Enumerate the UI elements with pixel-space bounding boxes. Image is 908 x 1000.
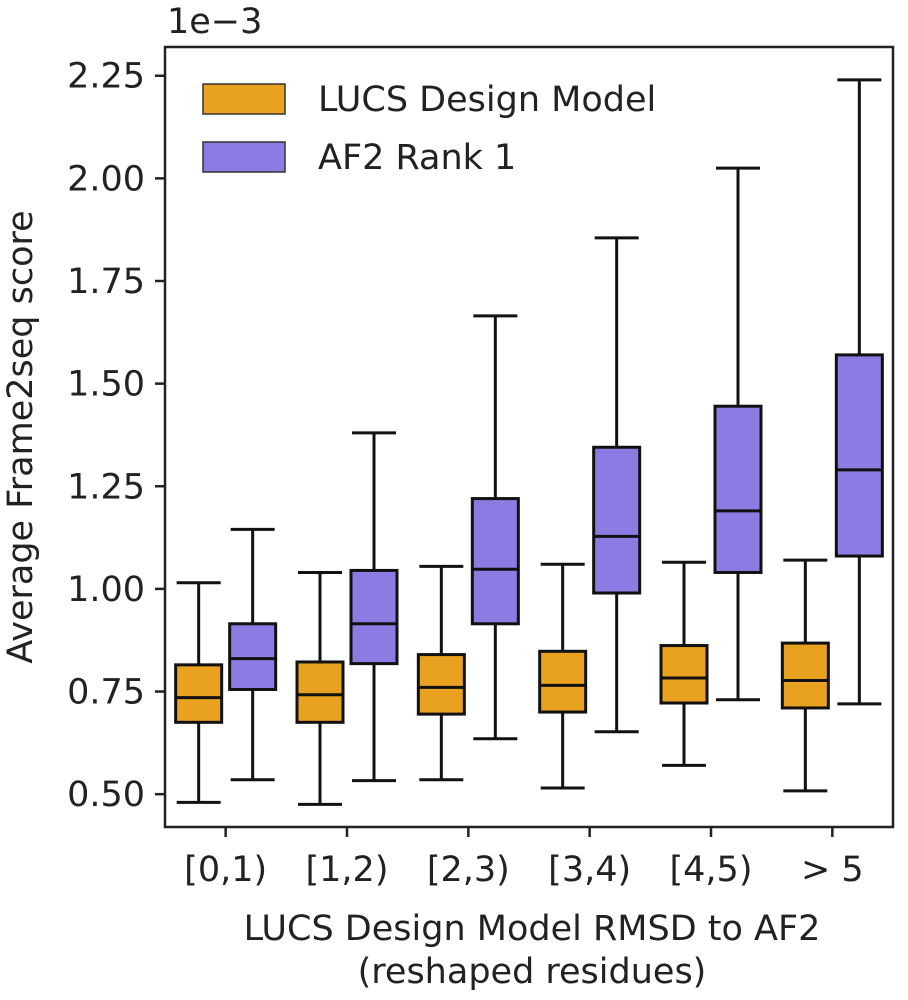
y-axis-label: Average Frame2seq score xyxy=(1,210,41,663)
plot-frame xyxy=(163,45,895,829)
af2-box xyxy=(228,622,278,691)
x-tick-label: [4,5) xyxy=(670,850,753,890)
y-tick-label: 0.75 xyxy=(67,673,145,713)
legend-swatch-af2 xyxy=(202,141,286,173)
af2-box xyxy=(713,404,763,574)
af2-box xyxy=(834,353,884,558)
x-tick-label: [0,1) xyxy=(184,850,267,890)
y-tick-label: 0.50 xyxy=(67,775,145,815)
af2-box xyxy=(592,445,642,595)
legend-swatch-lucs xyxy=(202,83,286,115)
x-tick-label: [3,4) xyxy=(548,850,631,890)
y-tick-label: 1.50 xyxy=(67,365,145,405)
legend-label-lucs: LUCS Design Model xyxy=(318,80,656,120)
lucs-box xyxy=(174,663,224,724)
lucs-box xyxy=(780,641,830,710)
x-tick-label: [1,2) xyxy=(306,850,389,890)
y-tick-label: 1.25 xyxy=(67,467,145,507)
lucs-box xyxy=(538,649,588,714)
plot-area: 0.50 0.75 1.00 1.25 1.50 1.75 2.00 2.25 [0,1) [1,… xyxy=(67,57,884,890)
af2-box xyxy=(470,497,520,626)
lucs-box xyxy=(295,660,345,724)
x-tick-label: > 5 xyxy=(801,850,864,890)
legend-label-af2: AF2 Rank 1 xyxy=(318,138,516,178)
lucs-box xyxy=(659,644,709,705)
y-tick-label: 2.00 xyxy=(67,159,145,199)
x-axis-label-line1: LUCS Design Model RMSD to AF2 xyxy=(244,909,821,949)
y-tick-label: 2.25 xyxy=(67,57,145,97)
y-tick-label: 1.75 xyxy=(67,262,145,302)
y-tick-label: 1.00 xyxy=(67,570,145,610)
x-tick-label: [2,3) xyxy=(427,850,510,890)
lucs-box xyxy=(416,653,466,716)
x-axis-label-line2: (reshaped residues) xyxy=(358,952,707,992)
af2-box xyxy=(349,568,399,666)
legend: LUCS Design Model AF2 Rank 1 xyxy=(202,80,656,178)
y-offset-label: 1e−3 xyxy=(167,2,262,42)
